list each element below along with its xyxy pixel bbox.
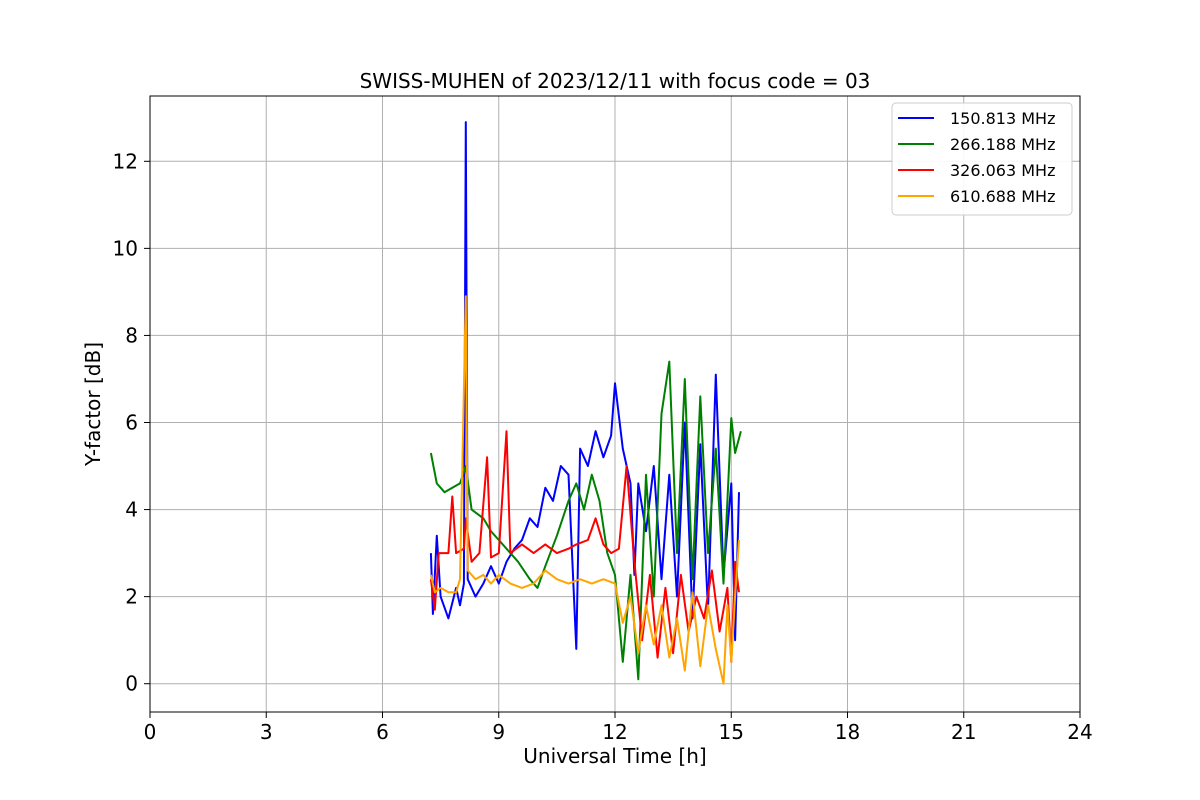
x-tick-label: 3 (260, 720, 273, 744)
y-tick-label: 4 (125, 498, 138, 522)
chart-title: SWISS-MUHEN of 2023/12/11 with focus cod… (360, 69, 871, 93)
y-tick-label: 12 (113, 149, 138, 173)
series-line-4 (429, 295, 740, 685)
x-tick-label: 9 (492, 720, 505, 744)
legend: 150.813 MHz 266.188 MHz 326.063 MHz 610.688… (891, 102, 1073, 216)
x-tick-label: 6 (376, 720, 389, 744)
y-tick-label: 2 (125, 585, 138, 609)
legend-label-3: 326.063 MHz (950, 161, 1055, 180)
y-axis: 0 2 4 6 8 10 12 (113, 149, 150, 696)
x-axis-label: Universal Time [h] (523, 744, 706, 768)
legend-label-2: 266.188 MHz (950, 135, 1055, 154)
series-line-3 (429, 430, 740, 663)
y-tick-label: 0 (125, 672, 138, 696)
series-line-1 (429, 121, 740, 650)
x-tick-label: 21 (951, 720, 976, 744)
legend-label-1: 150.813 MHz (950, 109, 1055, 128)
x-tick-label: 15 (719, 720, 744, 744)
series-layer (429, 121, 742, 685)
series-line-2 (429, 360, 742, 681)
x-axis: 0 3 6 9 12 15 18 21 24 (144, 712, 1093, 744)
x-tick-label: 12 (602, 720, 627, 744)
legend-box (891, 102, 1073, 216)
y-tick-label: 8 (125, 323, 138, 347)
y-tick-label: 10 (113, 236, 138, 260)
x-tick-label: 0 (144, 720, 157, 744)
y-axis-label: Y-factor [dB] (81, 342, 105, 467)
y-tick-label: 6 (125, 411, 138, 435)
legend-label-4: 610.688 MHz (950, 187, 1055, 206)
x-tick-label: 18 (835, 720, 860, 744)
x-tick-label: 24 (1067, 720, 1092, 744)
